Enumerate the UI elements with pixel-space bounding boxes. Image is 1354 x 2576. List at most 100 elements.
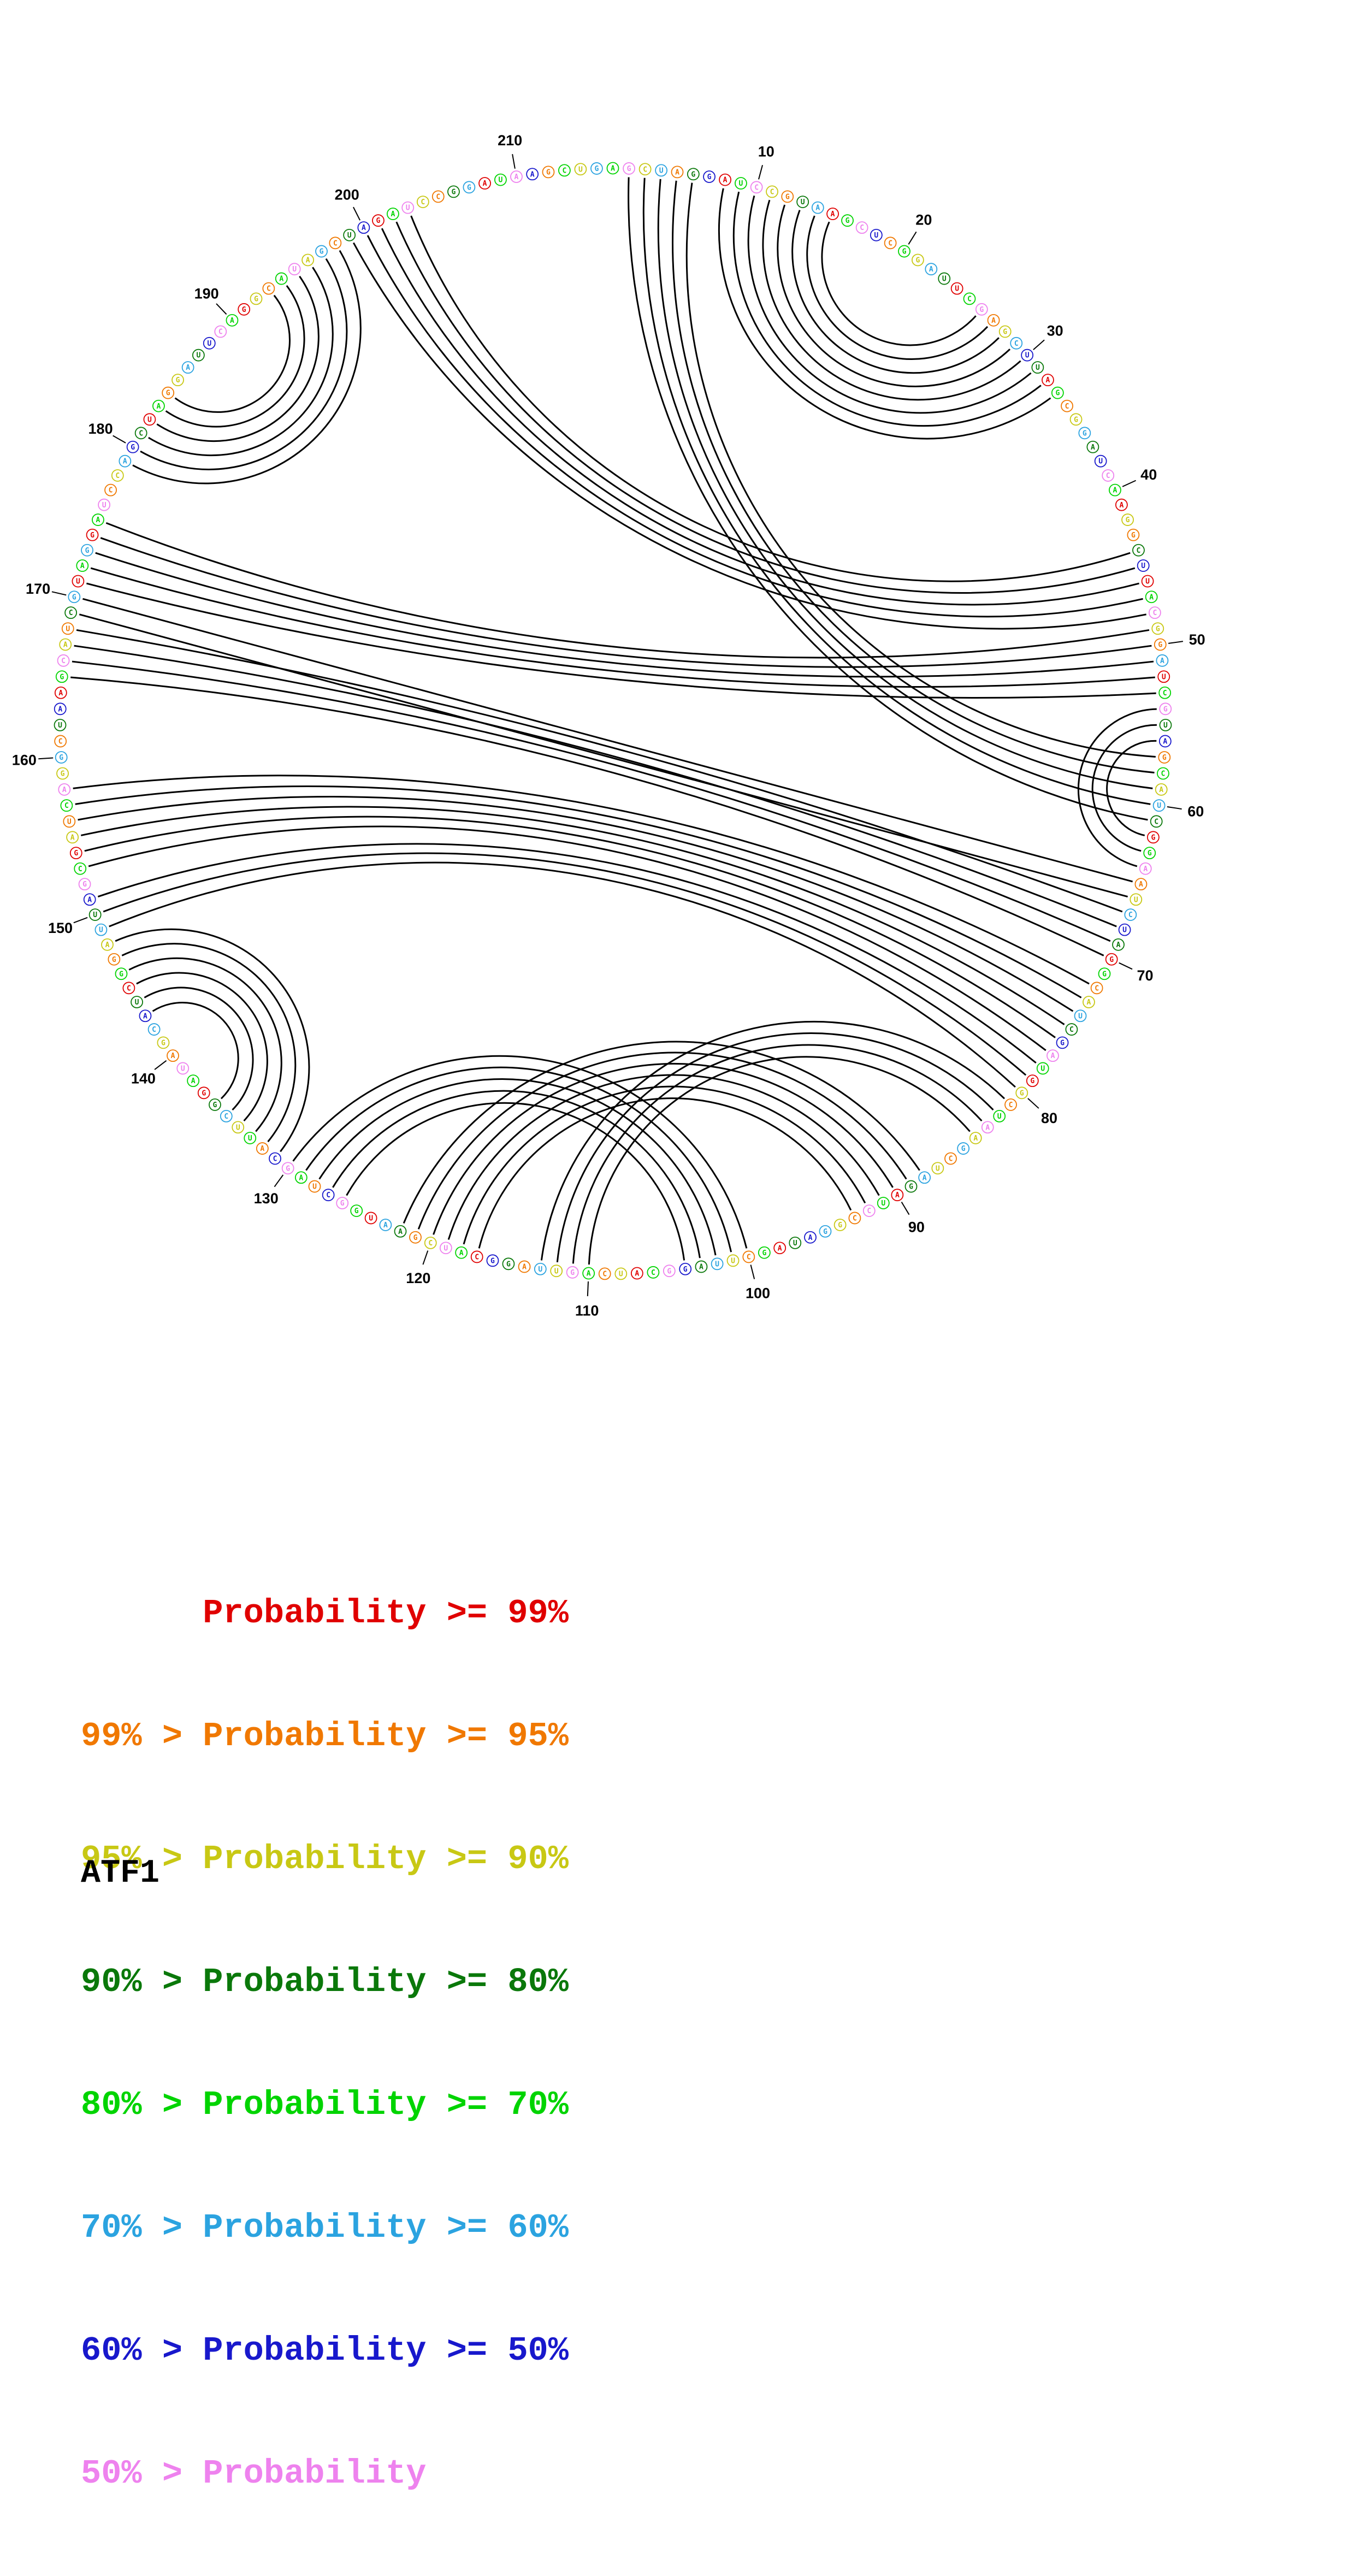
nucleotide-letter: C xyxy=(1154,818,1158,826)
nucleotide-circle xyxy=(1010,336,1023,350)
tick-line xyxy=(908,231,917,245)
nucleotide-circle xyxy=(294,1171,308,1184)
nucleotide-letter: A xyxy=(70,834,75,842)
nucleotide-circle xyxy=(379,1219,392,1231)
base-pair-arc xyxy=(1077,708,1157,867)
nucleotide-circle xyxy=(891,1189,904,1202)
nucleotide-letter: A xyxy=(279,275,283,283)
nucleotide-circle xyxy=(574,163,587,176)
nucleotide-letter: G xyxy=(909,1183,913,1191)
tick-line xyxy=(1033,339,1045,351)
nucleotide-circle xyxy=(998,325,1012,338)
nucleotide-letter: G xyxy=(838,1221,842,1230)
tick-line xyxy=(1168,641,1183,644)
base-pair-arc xyxy=(1091,724,1157,852)
nucleotide-circle xyxy=(281,1162,294,1175)
legend-line-99: Probability >= 99% xyxy=(81,1594,569,1633)
nucleotide-letter: A xyxy=(260,1145,264,1153)
nucleotide-letter: G xyxy=(979,306,984,314)
nucleotide-circle xyxy=(938,272,951,285)
tick-line xyxy=(1119,962,1133,970)
nucleotide-letter: U xyxy=(1162,673,1166,681)
nucleotide-letter: G xyxy=(785,193,790,201)
base-pair-arc xyxy=(136,972,268,1122)
base-pair-arc xyxy=(447,1074,880,1240)
nucleotide-circle xyxy=(542,166,555,179)
nucleotide-circle xyxy=(74,862,87,875)
legend-line-70: 80% > Probability >= 70% xyxy=(81,2085,569,2124)
base-pair-arc xyxy=(747,195,1032,414)
nucleotide-letter: A xyxy=(778,1244,782,1252)
nucleotide-circle xyxy=(1078,427,1091,440)
nucleotide-circle xyxy=(238,303,251,316)
base-pair-arc xyxy=(75,785,1082,999)
nucleotide-letter: A xyxy=(515,173,519,181)
nucleotide-letter: C xyxy=(651,1269,655,1277)
nucleotide-letter: G xyxy=(762,1249,766,1257)
nucleotide-circle xyxy=(56,767,69,780)
nucleotide-circle xyxy=(819,1225,832,1238)
nucleotide-circle xyxy=(401,201,415,214)
nucleotide-letter: G xyxy=(176,376,180,385)
base-pair-arc xyxy=(79,613,1128,898)
legend-line-60: 70% > Probability >= 60% xyxy=(81,2208,569,2247)
nucleotide-circle xyxy=(1112,938,1125,951)
base-pair-arc xyxy=(82,598,1133,883)
base-pair-arc xyxy=(791,210,1000,374)
nucleotide-circle xyxy=(463,181,476,194)
nucleotide-letter: G xyxy=(1148,849,1152,858)
nucleotide-circle xyxy=(925,263,938,276)
nucleotide-letter: A xyxy=(80,562,85,570)
nucleotide-circle xyxy=(447,185,460,198)
nucleotide-letter: A xyxy=(171,1052,175,1060)
nucleotide-circle xyxy=(1021,348,1034,362)
nucleotide-letter: A xyxy=(191,1077,196,1085)
nucleotide-circle xyxy=(486,1254,499,1267)
nucleotide-circle xyxy=(719,173,731,186)
nucleotide-circle xyxy=(152,399,165,412)
base-pair-arc xyxy=(366,235,1143,618)
base-pair-arc xyxy=(672,180,1155,773)
nucleotide-letter: G xyxy=(413,1234,418,1242)
nucleotide-circle xyxy=(804,1231,817,1244)
nucleotide-circle xyxy=(789,1236,802,1249)
nucleotide-circle xyxy=(671,166,684,179)
nucleotide-circle xyxy=(558,164,571,177)
nucleotide-letter: G xyxy=(1162,754,1167,762)
nucleotide-letter: C xyxy=(1152,609,1157,617)
nucleotide-circle xyxy=(269,1152,281,1165)
nucleotide-circle xyxy=(679,1262,692,1275)
nucleotide-circle xyxy=(1083,996,1095,1008)
base-pair-arc xyxy=(732,191,1042,427)
base-pair-arc xyxy=(821,221,977,346)
nucleotide-letter: A xyxy=(96,516,100,524)
nucleotide-circle xyxy=(969,1132,982,1144)
nucleotide-letter: C xyxy=(860,224,864,232)
nucleotide-circle xyxy=(566,1266,579,1279)
nucleotide-letter: G xyxy=(595,165,599,173)
nucleotide-circle xyxy=(98,498,111,511)
nucleotide-letter: G xyxy=(354,1207,359,1215)
nucleotide-letter: U xyxy=(739,180,743,188)
nucleotide-letter: C xyxy=(436,193,440,201)
nucleotide-letter: G xyxy=(1074,416,1078,424)
tick-label: 180 xyxy=(88,421,113,437)
tick-line xyxy=(38,757,54,760)
nucleotide-letter: G xyxy=(1151,834,1155,842)
nucleotide-letter: U xyxy=(1122,926,1127,935)
nucleotide-circle xyxy=(409,1231,422,1244)
nucleotide-letter: G xyxy=(1126,516,1130,524)
tick-label: 10 xyxy=(758,144,774,160)
nucleotide-circle xyxy=(975,303,988,316)
nucleotide-letter: A xyxy=(483,180,487,188)
nucleotide-letter: G xyxy=(961,1145,966,1153)
nucleotide-letter: G xyxy=(119,970,123,978)
nucleotide-circle xyxy=(322,1189,335,1202)
tick-line xyxy=(512,153,516,169)
nucleotide-circle xyxy=(1154,638,1167,651)
legend-line-below50: 50% > Probability xyxy=(81,2454,427,2493)
nucleotide-circle xyxy=(61,622,74,635)
nucleotide-letter: U xyxy=(102,501,107,510)
nucleotide-circle xyxy=(181,361,194,374)
nucleotide-circle xyxy=(957,1142,970,1155)
